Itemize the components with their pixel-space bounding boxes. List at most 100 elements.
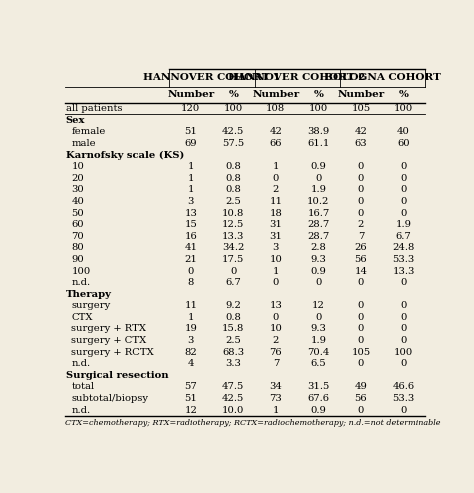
Text: n.d.: n.d. [72, 278, 91, 287]
Text: 68.3: 68.3 [222, 348, 244, 357]
Text: 6.7: 6.7 [396, 232, 411, 241]
Text: 49: 49 [355, 383, 367, 391]
Text: 13.3: 13.3 [222, 232, 245, 241]
Text: 0: 0 [358, 313, 364, 322]
Text: 0.9: 0.9 [310, 162, 326, 171]
Text: 17.5: 17.5 [222, 255, 245, 264]
Text: 0: 0 [273, 278, 279, 287]
Text: 0: 0 [401, 359, 407, 368]
Text: n.d.: n.d. [72, 359, 91, 368]
Text: n.d.: n.d. [72, 406, 91, 415]
Text: 31.5: 31.5 [307, 383, 329, 391]
Text: 100: 100 [224, 104, 243, 113]
Text: 7: 7 [273, 359, 279, 368]
Text: 3: 3 [188, 197, 194, 206]
Text: 0: 0 [358, 359, 364, 368]
Text: 105: 105 [351, 104, 371, 113]
Text: 9.3: 9.3 [310, 324, 326, 333]
Text: 2.5: 2.5 [225, 197, 241, 206]
Text: 57.5: 57.5 [222, 139, 245, 148]
Text: %: % [228, 90, 238, 100]
Text: 46.6: 46.6 [392, 383, 415, 391]
Text: 0: 0 [401, 162, 407, 171]
Text: 0: 0 [401, 209, 407, 217]
Text: 10: 10 [72, 162, 84, 171]
Text: 0: 0 [315, 313, 321, 322]
Text: 1: 1 [188, 185, 194, 194]
Text: 56: 56 [355, 394, 367, 403]
Text: 66: 66 [270, 139, 282, 148]
Text: 1: 1 [273, 162, 279, 171]
Text: 12.5: 12.5 [222, 220, 245, 229]
Text: 70: 70 [72, 232, 84, 241]
Text: 1: 1 [188, 174, 194, 183]
Text: 73: 73 [269, 394, 282, 403]
Text: 0: 0 [358, 162, 364, 171]
Text: 2: 2 [273, 336, 279, 345]
Text: 31: 31 [269, 220, 283, 229]
Text: Surgical resection: Surgical resection [66, 371, 168, 380]
Text: total: total [72, 383, 94, 391]
Text: 0: 0 [401, 185, 407, 194]
Text: 10.0: 10.0 [222, 406, 245, 415]
Text: 0.8: 0.8 [225, 313, 241, 322]
Text: 40: 40 [72, 197, 84, 206]
Text: 34.2: 34.2 [222, 244, 245, 252]
Text: 8: 8 [188, 278, 194, 287]
Text: Number: Number [337, 90, 384, 100]
Text: Sex: Sex [66, 116, 85, 125]
Text: 100: 100 [394, 104, 413, 113]
Text: 2: 2 [358, 220, 364, 229]
Text: 12: 12 [312, 301, 325, 310]
Text: 11: 11 [269, 197, 283, 206]
Text: 24.8: 24.8 [392, 244, 415, 252]
Text: 1: 1 [188, 313, 194, 322]
Text: 13: 13 [269, 301, 283, 310]
Text: 2.8: 2.8 [310, 244, 326, 252]
Text: 28.7: 28.7 [307, 220, 329, 229]
Text: 0: 0 [358, 209, 364, 217]
Text: 42.5: 42.5 [222, 127, 245, 136]
Text: subtotal/biopsy: subtotal/biopsy [72, 394, 148, 403]
Text: 9.3: 9.3 [310, 255, 326, 264]
Text: 0: 0 [401, 278, 407, 287]
Text: HANNOVER COHORT 2: HANNOVER COHORT 2 [228, 73, 366, 82]
Text: 100: 100 [309, 104, 328, 113]
Text: 70.4: 70.4 [307, 348, 329, 357]
Text: 3: 3 [188, 336, 194, 345]
Text: 57: 57 [184, 383, 197, 391]
Text: 15: 15 [184, 220, 197, 229]
Text: 4: 4 [188, 359, 194, 368]
Text: 30: 30 [72, 185, 84, 194]
Text: 31: 31 [269, 232, 283, 241]
Text: 1: 1 [273, 406, 279, 415]
Text: 38.9: 38.9 [307, 127, 329, 136]
Text: 1: 1 [188, 162, 194, 171]
Text: 9.2: 9.2 [225, 301, 241, 310]
Text: 16: 16 [184, 232, 197, 241]
Text: 0: 0 [401, 313, 407, 322]
Text: 6.5: 6.5 [310, 359, 326, 368]
Text: 20: 20 [72, 174, 84, 183]
Text: 12: 12 [184, 406, 197, 415]
Text: 0.8: 0.8 [225, 174, 241, 183]
Text: 0: 0 [188, 267, 194, 276]
Text: 0: 0 [401, 301, 407, 310]
Text: 42: 42 [269, 127, 283, 136]
Text: 51: 51 [184, 394, 197, 403]
Text: 0.9: 0.9 [310, 406, 326, 415]
Text: 1: 1 [273, 267, 279, 276]
Text: Number: Number [167, 90, 214, 100]
Text: Number: Number [252, 90, 300, 100]
Text: 0.9: 0.9 [310, 267, 326, 276]
Text: 60: 60 [397, 139, 410, 148]
Text: 76: 76 [270, 348, 282, 357]
Text: 105: 105 [351, 348, 371, 357]
Text: 34: 34 [269, 383, 283, 391]
Text: 120: 120 [181, 104, 201, 113]
Text: %: % [313, 90, 323, 100]
Text: 53.3: 53.3 [392, 255, 415, 264]
Text: 42.5: 42.5 [222, 394, 245, 403]
Text: 0: 0 [358, 301, 364, 310]
Text: 28.7: 28.7 [307, 232, 329, 241]
